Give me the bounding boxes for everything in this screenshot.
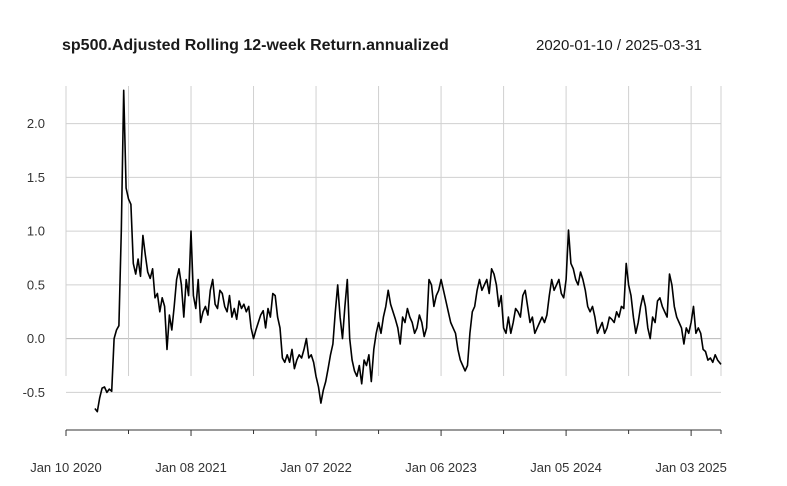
y-tick-label: 1.5	[27, 170, 45, 185]
y-tick-label: 0.5	[27, 277, 45, 292]
y-tick-label: 0.0	[27, 331, 45, 346]
x-tick-label: Jan 07 2022	[280, 460, 352, 475]
axis-layer	[65, 429, 722, 436]
x-tick-label: Jan 08 2021	[155, 460, 227, 475]
y-tick-label: 2.0	[27, 116, 45, 131]
series-line	[94, 89, 722, 413]
label-layer: -0.5 0.0 0.5 1.0 1.5 2.0 Jan 10 2020 Jan 08 202…	[23, 116, 727, 475]
chart-title: sp500.Adjusted Rolling 12-week Return.an…	[62, 37, 449, 54]
x-tick-label: Jan 10 2020	[30, 460, 102, 475]
grid-layer	[65, 86, 722, 393]
y-tick-label: 1.0	[27, 224, 45, 239]
date-range-label: 2020-01-10 / 2025-03-31	[536, 37, 702, 54]
series-layer	[94, 89, 722, 413]
x-tick-label: Jan 05 2024	[530, 460, 602, 475]
x-tick-label: Jan 03 2025	[655, 460, 727, 475]
x-tick-label: Jan 06 2023	[405, 460, 477, 475]
y-tick-label: -0.5	[23, 385, 45, 400]
